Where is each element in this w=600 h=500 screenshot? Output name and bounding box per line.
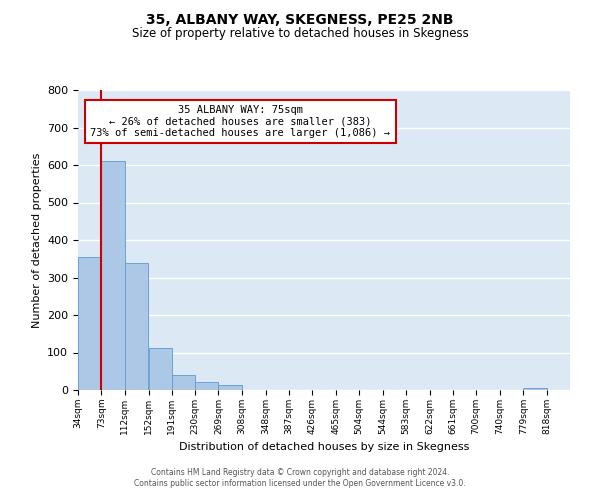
Text: Size of property relative to detached houses in Skegness: Size of property relative to detached ho…: [131, 28, 469, 40]
Bar: [101, 160, 125, 390]
Bar: [172, 375, 195, 390]
Bar: [218, 385, 242, 390]
X-axis label: Distribution of detached houses by size in Skegness: Distribution of detached houses by size …: [179, 442, 469, 452]
Bar: [195, 382, 218, 390]
Text: Contains HM Land Registry data © Crown copyright and database right 2024.
Contai: Contains HM Land Registry data © Crown c…: [134, 468, 466, 487]
Bar: [149, 348, 172, 390]
Text: 35 ALBANY WAY: 75sqm
← 26% of detached houses are smaller (383)
73% of semi-deta: 35 ALBANY WAY: 75sqm ← 26% of detached h…: [91, 105, 391, 138]
Bar: [125, 262, 148, 390]
Bar: [523, 388, 547, 390]
Text: 35, ALBANY WAY, SKEGNESS, PE25 2NB: 35, ALBANY WAY, SKEGNESS, PE25 2NB: [146, 12, 454, 26]
Y-axis label: Number of detached properties: Number of detached properties: [32, 152, 41, 328]
Bar: [78, 256, 101, 390]
